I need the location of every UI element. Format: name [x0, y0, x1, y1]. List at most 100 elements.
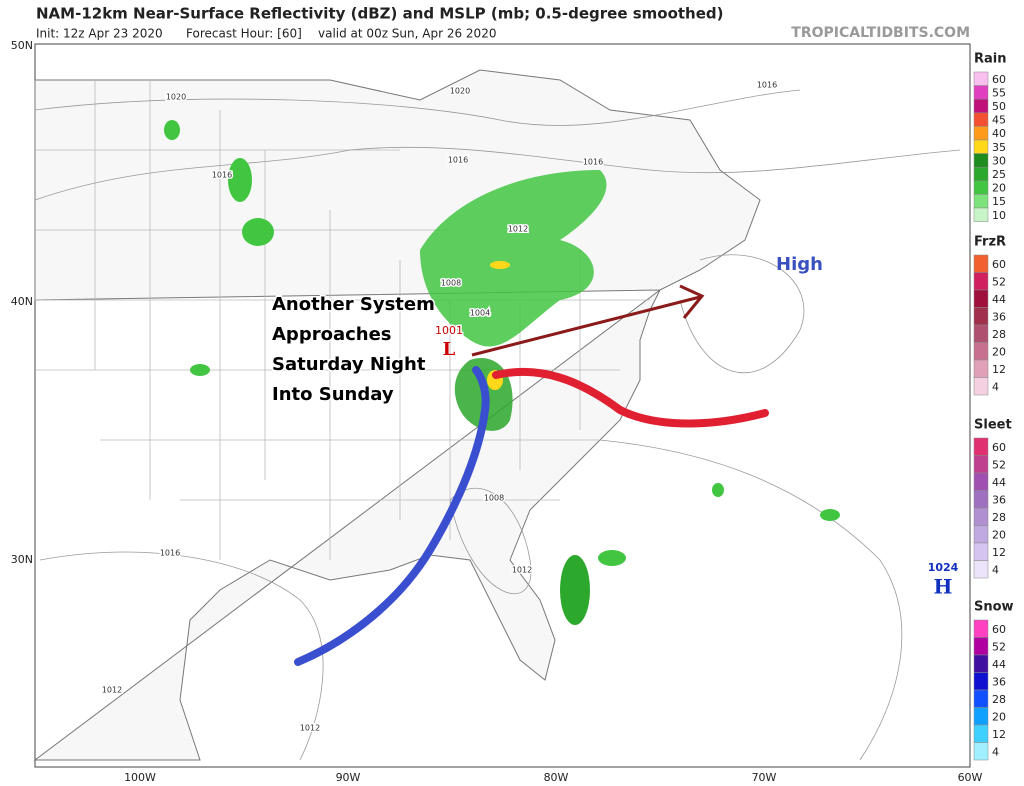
legend-level: 4 [992, 380, 999, 393]
legend-swatch [973, 254, 989, 273]
legend-level: 60 [992, 441, 1006, 454]
legend-level: 10 [992, 209, 1006, 222]
legend-swatch [973, 180, 989, 195]
legend-title: Sleet [974, 418, 1012, 433]
rain-area [228, 158, 252, 202]
legend-level: 30 [992, 154, 1006, 167]
legend-swatch [973, 112, 989, 127]
front-line [492, 368, 769, 428]
isobars [34, 89, 961, 761]
legend-swatch [973, 207, 989, 222]
rain-area [820, 509, 840, 521]
legend-swatch [973, 377, 989, 396]
low-pressure: 1001 [435, 324, 463, 337]
low-symbol: L [443, 339, 456, 360]
map-area [33, 43, 971, 768]
legend-swatch [973, 139, 989, 154]
legend-level: 25 [992, 168, 1006, 181]
legend-level: 20 [992, 528, 1006, 541]
legend-level: 28 [992, 328, 1006, 341]
legend-level: 15 [992, 195, 1006, 208]
legend-level: 12 [992, 546, 1006, 559]
isobar-label: 1016 [583, 158, 603, 167]
isobar-label: 1012 [508, 225, 528, 234]
legend-level: 45 [992, 114, 1006, 127]
latitude-label: 30N [11, 553, 33, 566]
arrow [471, 284, 705, 357]
legend-level: 52 [992, 640, 1006, 653]
legend-swatch [973, 455, 989, 474]
rain-area [190, 364, 210, 376]
isobar-label: 1016 [448, 156, 468, 165]
legend-swatch [973, 654, 989, 673]
legend-level: 28 [992, 511, 1006, 524]
valid-time: valid at 00z Sun, Apr 26 2020 [318, 27, 496, 41]
legend-level: 36 [992, 493, 1006, 506]
legend-swatch [973, 272, 989, 291]
isobar-label: 1004 [470, 309, 490, 318]
legend-swatch [973, 672, 989, 691]
isobar-label: 1020 [166, 93, 186, 102]
legend-swatch [973, 153, 989, 168]
legend-swatch [973, 437, 989, 456]
longitude-label: 70W [752, 771, 777, 784]
legend-level: 4 [992, 745, 999, 758]
isobar-label: 1012 [300, 724, 320, 733]
annotation: Approaches [272, 324, 392, 345]
legend-swatch [973, 98, 989, 114]
legend-swatch [973, 560, 989, 579]
legend-level: 20 [992, 345, 1006, 358]
init-time: Init: 12z Apr 23 2020 [36, 27, 163, 41]
legend-level: 12 [992, 363, 1006, 376]
legend-level: 60 [992, 258, 1006, 271]
longitude-label: 100W [124, 771, 156, 784]
isobar-label: 1012 [102, 686, 122, 695]
annotation: Another System [272, 294, 435, 315]
isobar-label: 1020 [450, 87, 470, 96]
rain-area [242, 218, 274, 246]
legend-level: 20 [992, 182, 1006, 195]
legend-level: 44 [992, 476, 1006, 489]
isobar-label: 1016 [212, 171, 232, 180]
isobar-label: 1016 [757, 81, 777, 90]
legend-level: 28 [992, 693, 1006, 706]
legend-level: 36 [992, 310, 1006, 323]
annotation: Into Sunday [272, 384, 394, 405]
credit: TROPICALTIDBITS.COM [791, 25, 970, 41]
legend-swatch [973, 724, 989, 743]
rain-area [420, 170, 607, 347]
front-line [294, 366, 490, 666]
legend-level: 52 [992, 275, 1006, 288]
legend-level: 36 [992, 675, 1006, 688]
rain-area [164, 120, 180, 140]
isobar-label: 1012 [512, 566, 532, 575]
longitude-label: 90W [336, 771, 361, 784]
legend-level: 52 [992, 458, 1006, 471]
legend-level: 12 [992, 728, 1006, 741]
rain-area [560, 555, 590, 625]
legend-swatch [973, 490, 989, 509]
longitude-label: 60W [958, 771, 983, 784]
legend-level: 4 [992, 563, 999, 576]
isobar-label: 1016 [160, 549, 180, 558]
legend-level: 60 [992, 623, 1006, 636]
rain-area [598, 550, 626, 566]
legend-swatch [973, 166, 989, 182]
legend-level: 44 [992, 293, 1006, 306]
legend-swatch [973, 619, 989, 638]
legend-swatch [973, 525, 989, 544]
legend-level: 55 [992, 86, 1006, 99]
legend-swatch [973, 71, 989, 86]
forecast-hour: Forecast Hour: [60] [186, 27, 302, 41]
legend-swatch [973, 507, 989, 526]
legend-level: 50 [992, 100, 1006, 113]
legend-swatch [973, 689, 989, 708]
legend-swatch [973, 472, 989, 491]
legend-title: Rain [974, 52, 1007, 67]
legend-swatch [973, 194, 989, 209]
legend-swatch [973, 342, 989, 361]
legend-swatch [973, 742, 989, 761]
isobar-label: 1008 [441, 279, 461, 288]
legend-level: 44 [992, 658, 1006, 671]
